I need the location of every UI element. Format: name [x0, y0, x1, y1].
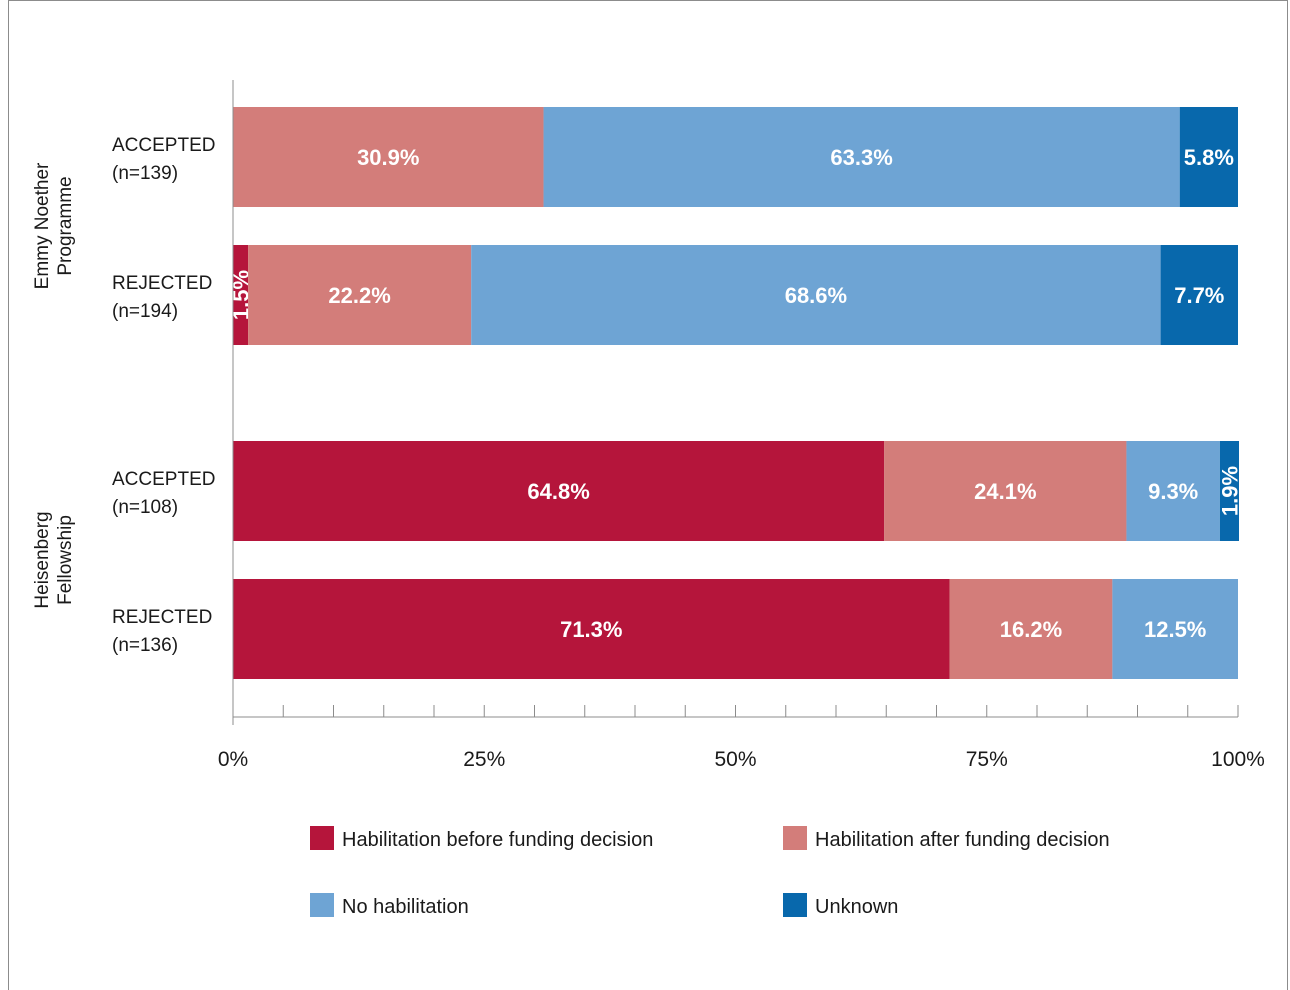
group-label-line: Programme [55, 176, 76, 275]
category-label: ACCEPTED (n=139) [112, 135, 215, 184]
bar-segment [543, 107, 1180, 207]
group-label: Emmy Noether Programme [32, 162, 76, 289]
bar-value-label: 16.2% [1000, 617, 1062, 642]
category-label-line: (n=139) [112, 163, 178, 184]
bar-segment [1219, 441, 1240, 541]
bar-value-label: 22.2% [328, 283, 390, 308]
category-label-line: ACCEPTED [112, 135, 215, 156]
bar-value-label: 24.1% [974, 479, 1036, 504]
bar-value-label: 12.5% [1144, 617, 1206, 642]
bar-value-label: 71.3% [560, 617, 622, 642]
bar-value-label: 1.9% [1217, 466, 1242, 516]
category-label: REJECTED (n=194) [112, 273, 212, 322]
category-label-line: ACCEPTED [112, 469, 215, 490]
x-tick-label: 75% [966, 748, 1008, 771]
category-label: ACCEPTED (n=108) [112, 469, 215, 518]
legend-label: No habilitation [342, 896, 469, 918]
x-tick-label: 25% [463, 748, 505, 771]
group-label-line: Heisenberg [32, 511, 53, 608]
category-label-line: REJECTED [112, 273, 212, 294]
bar-segment [884, 441, 1127, 541]
bars: 30.9% 63.3% 5.8%1.5% 22.2% 68.6% 7.7%64.8% 24.… [229, 107, 1242, 679]
bar-segment [233, 579, 950, 679]
legend: Habilitation before funding decision Habi… [310, 826, 1110, 918]
bar-segment [471, 245, 1161, 345]
bar-value-label: 63.3% [830, 145, 892, 170]
x-axis: 0% 25% 50% 75% 100% [218, 80, 1265, 771]
bar-value-label: 68.6% [785, 283, 847, 308]
category-label-line: REJECTED [112, 607, 212, 628]
bar-segment [1112, 579, 1238, 679]
category-labels: ACCEPTED (n=139) REJECTED (n=194) ACCEPTED (n… [112, 135, 215, 656]
x-tick-label: 100% [1211, 748, 1265, 771]
legend-label: Habilitation after funding decision [815, 829, 1110, 851]
bar-segment [949, 579, 1113, 679]
bar-segment [233, 245, 249, 345]
legend-label: Unknown [815, 896, 898, 918]
bar-value-label: 7.7% [1174, 283, 1224, 308]
category-label-line: (n=108) [112, 497, 178, 518]
bar-value-label: 30.9% [357, 145, 419, 170]
legend-swatch [783, 893, 807, 917]
legend-swatch [310, 826, 334, 850]
bar-value-label: 5.8% [1184, 145, 1234, 170]
category-label-line: (n=136) [112, 635, 178, 656]
bar-segment [248, 245, 472, 345]
category-label-line: (n=194) [112, 301, 178, 322]
bar-value-label: 9.3% [1148, 479, 1198, 504]
bar-segment [233, 441, 885, 541]
group-labels: Emmy Noether Programme Heisenberg Fellowshi… [32, 162, 76, 609]
group-label: Heisenberg Fellowship [32, 511, 76, 608]
category-label: REJECTED (n=136) [112, 607, 212, 656]
x-tick-label: 0% [218, 748, 248, 771]
legend-label: Habilitation before funding decision [342, 829, 653, 851]
bar-segment [233, 107, 544, 207]
bar-segment [1160, 245, 1238, 345]
legend-swatch [310, 893, 334, 917]
bar-value-label: 64.8% [527, 479, 589, 504]
legend-swatch [783, 826, 807, 850]
bar-segment [1126, 441, 1220, 541]
group-label-line: Fellowship [55, 515, 76, 605]
x-tick-label: 50% [714, 748, 756, 771]
bar-segment [1179, 107, 1238, 207]
group-label-line: Emmy Noether [32, 162, 53, 289]
chart-frame [8, 0, 1288, 990]
